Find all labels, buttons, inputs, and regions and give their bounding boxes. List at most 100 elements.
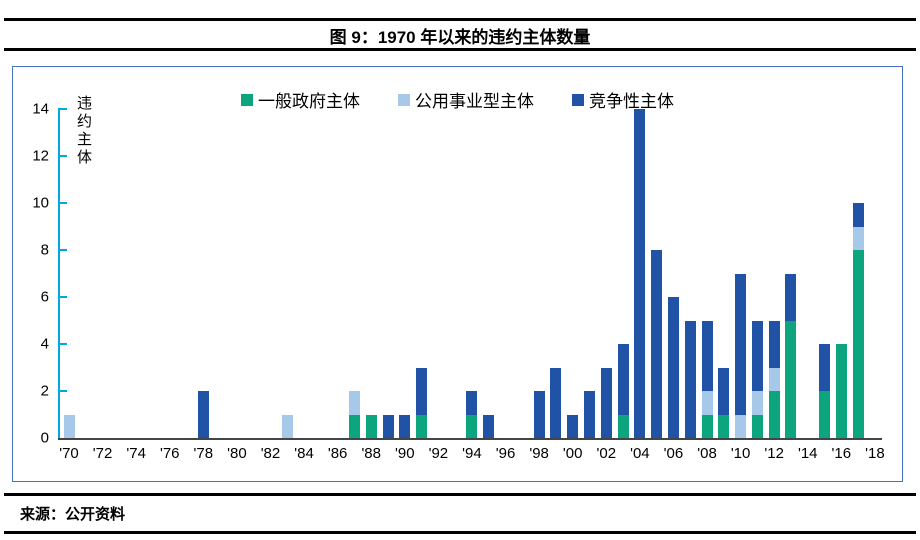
y-axis-tick: [58, 343, 67, 345]
y-axis-tick-label: 14: [32, 100, 49, 118]
bar-2015-0: [819, 391, 831, 438]
y-axis-tick: [58, 390, 67, 392]
bar-1990-2: [399, 414, 411, 438]
x-axis-tick-label: '82: [260, 445, 281, 462]
bar-2001-2: [583, 391, 595, 438]
bar-2000-2: [567, 414, 579, 438]
bar-2003-0: [617, 414, 629, 438]
x-axis-tick-label: '74: [126, 445, 146, 462]
x-axis-tick-label: '02: [596, 445, 617, 462]
x-axis-tick-label: '98: [529, 445, 549, 462]
bar-2016-0: [835, 344, 847, 438]
x-axis-tick-label: '84: [294, 445, 314, 462]
bar-1983-1: [281, 414, 293, 438]
bar-2013-0: [785, 320, 797, 438]
bar-2008-2: [701, 320, 713, 391]
bar-1987-1: [348, 391, 360, 415]
top-rule: [4, 18, 916, 21]
bar-2007-2: [684, 320, 696, 438]
y-axis-tick: [58, 155, 67, 157]
bottom-rule: [4, 531, 916, 534]
bar-2017-1: [852, 226, 864, 250]
x-axis-tick-label: '12: [764, 445, 784, 462]
title-bottom-rule: [4, 48, 916, 51]
x-axis-tick-label: '08: [697, 445, 717, 462]
y-axis-line: [58, 109, 60, 440]
bar-2004-2: [634, 109, 646, 438]
y-axis-tick-label: 6: [40, 288, 49, 306]
x-axis-tick-label: '78: [193, 445, 214, 462]
legend-label: 公用事业型主体: [415, 92, 534, 112]
bar-1994-2: [466, 391, 478, 415]
bar-2009-2: [718, 367, 730, 415]
legend-item-0: 一般政府主体: [241, 87, 360, 112]
y-axis-tick: [58, 249, 67, 251]
bar-2012-1: [768, 367, 780, 391]
bar-1999-2: [550, 367, 562, 438]
y-axis-tick-label: 2: [40, 382, 49, 400]
bar-2013-2: [785, 273, 797, 321]
y-axis-tick-label: 8: [40, 241, 49, 259]
x-axis-tick-label: '96: [495, 445, 516, 462]
x-axis-tick-label: '18: [865, 445, 885, 462]
bar-2015-2: [819, 344, 831, 391]
bar-2010-2: [735, 273, 747, 415]
legend-label: 一般政府主体: [258, 92, 360, 112]
bar-2011-0: [751, 414, 763, 438]
legend-label: 竞争性主体: [589, 92, 674, 112]
bar-1987-0: [348, 414, 360, 438]
legend-swatch-icon: [398, 93, 410, 106]
bar-2010-1: [735, 414, 747, 438]
y-axis-tick: [58, 202, 67, 204]
legend-item-1: 公用事业型主体: [398, 87, 534, 112]
x-axis-tick-label: '04: [630, 445, 650, 462]
bar-2011-2: [751, 320, 763, 391]
bar-1989-2: [382, 414, 394, 438]
bar-1988-0: [365, 414, 377, 438]
x-axis-line: [58, 438, 882, 440]
x-axis-tick-label: '70: [59, 445, 79, 462]
bar-1995-2: [483, 414, 495, 438]
bar-2017-0: [852, 250, 864, 438]
y-axis-tick-label: 12: [32, 147, 49, 165]
bar-2006-2: [667, 297, 679, 438]
x-axis-tick-label: '86: [327, 445, 348, 462]
legend-swatch-icon: [241, 93, 253, 106]
x-axis-tick-label: '06: [663, 445, 684, 462]
figure-title: 图 9：1970 年以来的违约主体数量: [329, 28, 591, 47]
x-axis-tick-label: '92: [428, 445, 449, 462]
bar-1978-2: [197, 391, 209, 438]
bar-2017-2: [852, 203, 864, 227]
x-axis-tick-label: '88: [361, 445, 381, 462]
bar-1998-2: [533, 391, 545, 438]
x-axis-tick-label: '16: [831, 445, 852, 462]
x-axis-tick-label: '94: [462, 445, 482, 462]
x-axis-tick-label: '76: [159, 445, 180, 462]
bar-2005-2: [651, 250, 663, 438]
x-axis-tick-label: '14: [797, 445, 818, 462]
legend-swatch-icon: [572, 93, 584, 106]
y-axis-tick: [58, 296, 67, 298]
source-top-rule: [4, 493, 916, 496]
legend-item-2: 竞争性主体: [572, 87, 674, 112]
bar-1991-2: [416, 367, 428, 415]
bar-1994-0: [466, 414, 478, 438]
bar-2012-0: [768, 391, 780, 438]
bar-2009-0: [718, 414, 730, 438]
y-axis-tick-label: 0: [40, 429, 49, 447]
source-label: 来源：公开资料: [20, 506, 126, 523]
bar-2003-2: [617, 344, 629, 415]
chart-legend: 一般政府主体 公用事业型主体 竞争性主体: [13, 87, 902, 112]
x-axis-tick-label: '90: [395, 445, 415, 462]
bar-1991-0: [416, 414, 428, 438]
y-axis-tick: [58, 108, 67, 110]
x-axis-tick-label: '72: [92, 445, 113, 462]
x-axis-tick-label: '00: [562, 445, 583, 462]
y-axis-tick-label: 4: [40, 335, 49, 353]
bar-2011-1: [751, 391, 763, 415]
bar-2002-2: [600, 367, 612, 438]
bar-2012-2: [768, 320, 780, 368]
bar-2008-1: [701, 391, 713, 415]
x-axis-tick-label: '10: [730, 445, 751, 462]
